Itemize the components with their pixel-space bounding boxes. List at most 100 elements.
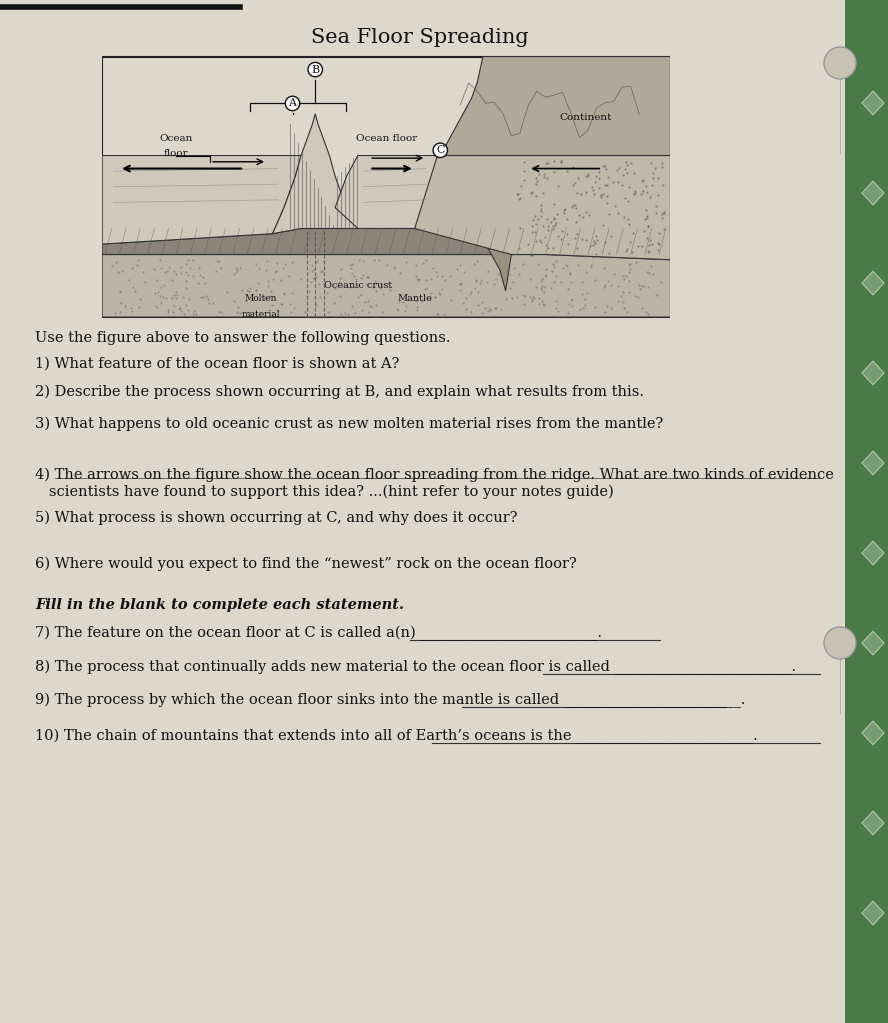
Point	[147, 298, 162, 314]
Point	[589, 168, 603, 184]
Point	[539, 236, 553, 253]
Point	[149, 299, 163, 315]
Point	[284, 254, 298, 270]
Point	[353, 287, 368, 304]
Point	[499, 291, 513, 307]
Point	[501, 262, 515, 278]
Point	[656, 205, 670, 221]
Text: Ocean: Ocean	[159, 134, 193, 142]
Point	[655, 210, 670, 226]
Point	[618, 190, 632, 207]
Point	[343, 257, 357, 273]
Point	[434, 281, 448, 298]
Point	[586, 181, 600, 197]
Point	[243, 280, 258, 297]
Point	[412, 271, 426, 287]
Point	[611, 278, 625, 295]
Point	[369, 282, 383, 299]
Point	[233, 260, 247, 276]
Polygon shape	[862, 541, 884, 565]
Point	[511, 240, 526, 257]
Point	[560, 163, 575, 179]
Point	[159, 290, 173, 306]
Text: 3) What happens to old oceanic crust as new molten material rises from the mantl: 3) What happens to old oceanic crust as …	[35, 417, 663, 432]
Point	[475, 294, 489, 310]
Point	[583, 207, 597, 223]
Point	[594, 188, 608, 205]
Circle shape	[824, 47, 856, 79]
Point	[646, 176, 660, 192]
Text: 1) What feature of the ocean floor is shown at A?: 1) What feature of the ocean floor is sh…	[35, 357, 400, 371]
Point	[638, 211, 652, 227]
Point	[583, 237, 598, 254]
Point	[524, 247, 538, 263]
Point	[546, 218, 560, 234]
Point	[162, 259, 176, 275]
Point	[579, 168, 593, 184]
Point	[512, 220, 527, 236]
Point	[596, 158, 610, 174]
Point	[549, 215, 563, 231]
Point	[599, 304, 613, 320]
Point	[547, 152, 561, 169]
Point	[516, 256, 530, 272]
Point	[619, 153, 633, 170]
Point	[169, 283, 183, 300]
Point	[622, 256, 637, 272]
Point	[652, 235, 666, 252]
Point	[250, 281, 264, 298]
Point	[601, 272, 615, 288]
Point	[585, 179, 599, 195]
Point	[157, 276, 171, 293]
Point	[212, 254, 226, 270]
Point	[643, 189, 657, 206]
Point	[434, 268, 448, 284]
Point	[352, 252, 366, 268]
Point	[598, 177, 612, 193]
Point	[437, 306, 451, 322]
Point	[541, 240, 555, 257]
Point	[210, 253, 225, 269]
Point	[334, 306, 348, 322]
Point	[307, 270, 321, 286]
Text: Use the figure above to answer the following questions.: Use the figure above to answer the follo…	[35, 331, 450, 345]
Point	[380, 275, 394, 292]
Point	[282, 268, 297, 284]
Point	[158, 264, 172, 280]
Point	[390, 301, 404, 317]
Point	[392, 294, 406, 310]
Point	[518, 153, 532, 170]
Point	[520, 235, 535, 252]
Point	[430, 268, 444, 284]
Point	[240, 281, 254, 298]
Point	[250, 282, 264, 299]
Point	[618, 162, 632, 178]
Point	[641, 218, 655, 234]
Point	[558, 201, 572, 217]
Point	[590, 232, 604, 249]
Point	[622, 179, 637, 195]
Point	[540, 211, 554, 227]
Point	[147, 261, 161, 277]
Point	[242, 282, 256, 299]
Point	[368, 273, 382, 290]
Point	[553, 152, 567, 169]
Point	[575, 286, 589, 303]
Circle shape	[824, 627, 856, 659]
Point	[458, 290, 472, 306]
Point	[560, 258, 575, 274]
Point	[383, 282, 397, 299]
Point	[578, 291, 592, 307]
Point	[196, 288, 210, 305]
Point	[613, 160, 627, 176]
Point	[489, 300, 503, 316]
Point	[534, 280, 548, 297]
Point	[511, 186, 525, 203]
Point	[356, 267, 370, 283]
Text: Mantle: Mantle	[397, 295, 432, 303]
Point	[547, 165, 561, 181]
Point	[536, 278, 551, 295]
Point	[178, 297, 193, 313]
Polygon shape	[102, 155, 301, 244]
Point	[426, 260, 440, 276]
